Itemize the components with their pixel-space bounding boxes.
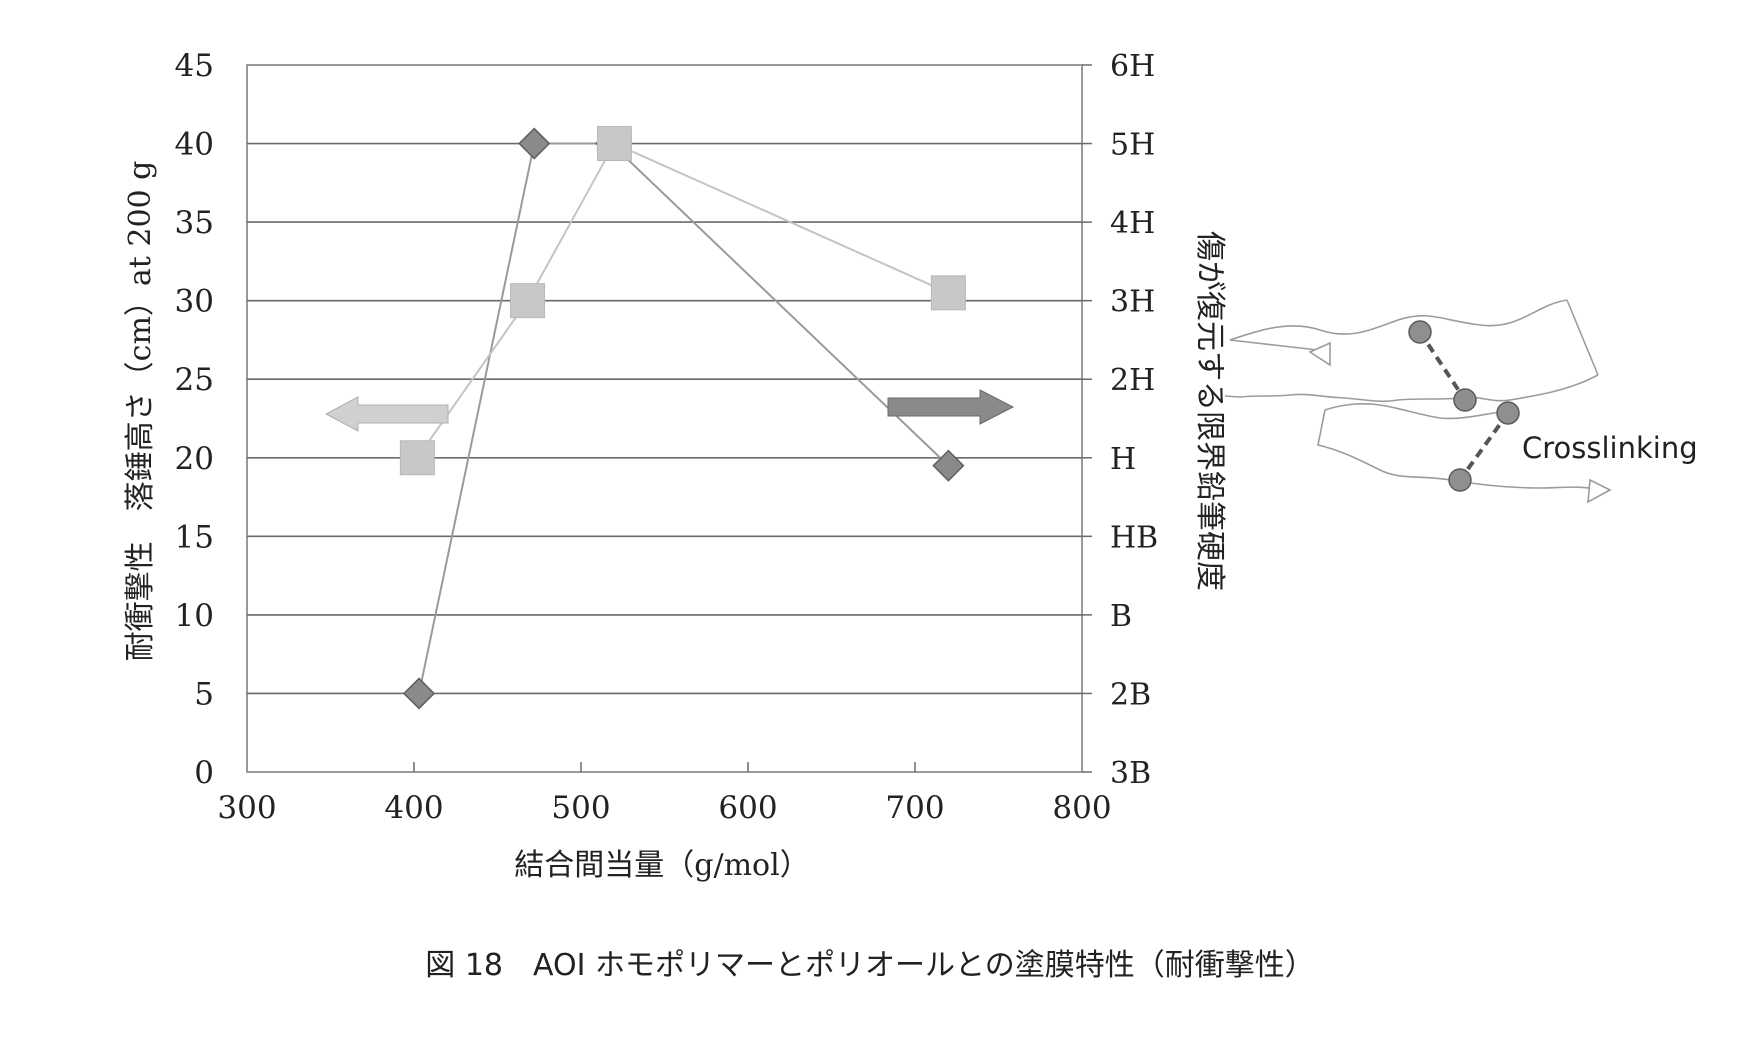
y2-tick-label: B — [1110, 599, 1132, 634]
y-tick-label: 45 — [175, 48, 214, 84]
data-point-square — [930, 275, 966, 311]
crosslinking-label: Crosslinking — [1522, 431, 1698, 465]
plot-area: 0 5 10 15 20 25 30 35 40 45 3B 2B B HB H 2H 3H 4H 5H 6H 30… — [175, 48, 1159, 826]
left-axis-arrow — [324, 396, 449, 432]
series-lines — [416, 142, 950, 694]
right-axis-arrow — [887, 389, 1015, 425]
y2-tick-label: HB — [1110, 520, 1158, 555]
y2-tick-label: H — [1110, 442, 1136, 477]
y2-tick-label: 3H — [1110, 285, 1155, 320]
y-tick-label: 10 — [175, 598, 214, 634]
x-tick-label: 600 — [718, 790, 777, 826]
y-tick-label: 40 — [175, 127, 214, 163]
series-line — [416, 142, 949, 459]
x-tick-label: 300 — [217, 790, 276, 826]
x-tick-label: 700 — [885, 790, 944, 826]
data-point-square — [596, 126, 632, 162]
crosslink-node — [1448, 468, 1472, 492]
y-tick-label: 20 — [175, 441, 214, 477]
chain-end-arrow-left — [1308, 341, 1331, 367]
y-tick-labels: 0 5 10 15 20 25 30 35 40 45 — [175, 48, 214, 791]
x-tick-label: 400 — [384, 790, 443, 826]
y2-tick-label: 5H — [1110, 128, 1155, 163]
x-minor-ticks — [413, 762, 916, 772]
y2-tick-label: 4H — [1110, 206, 1155, 241]
series-line — [418, 142, 950, 694]
plot-border — [246, 64, 1083, 773]
y2-tick-label: 2B — [1110, 677, 1151, 712]
y-tick-label: 15 — [175, 519, 214, 555]
data-point-diamond — [932, 449, 965, 482]
x-tick-label: 500 — [551, 790, 610, 826]
data-point-square — [399, 440, 435, 476]
polymer-chain-top — [1224, 299, 1599, 403]
chain-end-arrow-right — [1587, 478, 1612, 504]
x-axis-title: 結合間当量（g/mol） — [514, 848, 809, 883]
y-tick-label: 0 — [194, 755, 214, 791]
x-tick-label: 800 — [1052, 790, 1111, 826]
data-point-diamond — [402, 677, 436, 710]
data-point-diamond — [518, 127, 551, 160]
y-axis-title: 耐衝撃性 落錘高さ（cm）at 200 g — [123, 161, 158, 662]
series-markers — [399, 126, 966, 710]
y2-axis-title: 傷が復元する限界鉛筆硬度 — [1192, 231, 1227, 591]
y-tick-label: 25 — [175, 362, 214, 398]
crosslink-node — [1453, 388, 1477, 412]
crosslink-node — [1408, 320, 1432, 344]
y2-tick-labels: 3B 2B B HB H 2H 3H 4H 5H 6H — [1110, 49, 1158, 791]
y-tick-label: 35 — [175, 205, 214, 241]
crosslink-bond-1 — [1418, 330, 1467, 402]
y-tick-label: 30 — [175, 284, 214, 320]
y2-tick-label: 2H — [1110, 363, 1155, 398]
crosslink-node — [1496, 401, 1520, 425]
crosslink-bond-2 — [1458, 411, 1510, 482]
figure-caption: 図 18 AOI ホモポリマーとポリオールとの塗膜特性（耐衝撃性） — [425, 948, 1314, 983]
data-point-square — [510, 283, 546, 319]
y2-tick-label: 3B — [1110, 756, 1151, 791]
y2-tick-label: 6H — [1110, 49, 1155, 84]
y-tick-label: 5 — [194, 676, 214, 712]
x-tick-labels: 300 400 500 600 700 800 — [217, 790, 1111, 826]
crosslinking-inset: Crosslinking — [1224, 299, 1698, 504]
